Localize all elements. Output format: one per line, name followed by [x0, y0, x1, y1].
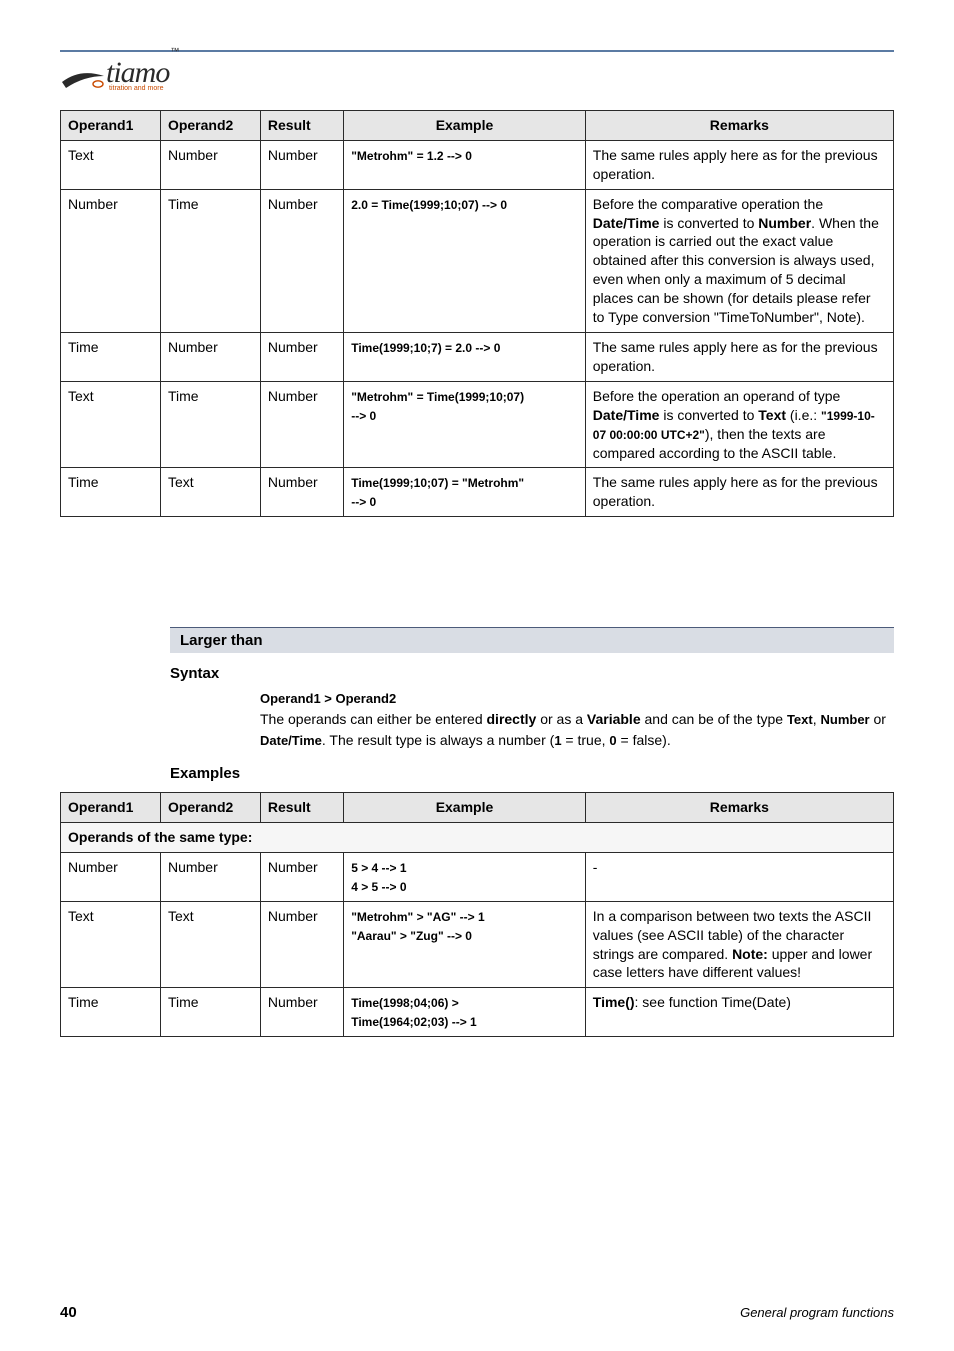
section-heading-larger-than: Larger than	[170, 627, 894, 653]
table-row: Text Number Number "Metrohm" = 1.2 --> 0…	[61, 140, 894, 189]
th-rem: Remarks	[585, 793, 893, 823]
th-op2: Operand2	[160, 793, 260, 823]
table-row: Text Text Number "Metrohm" > "AG" --> 1"…	[61, 901, 894, 988]
cell-op1: Text	[61, 381, 161, 468]
syntax-body: Operand1 > Operand2 The operands can eit…	[260, 690, 894, 751]
cell-res: Number	[260, 852, 343, 901]
th-ex: Example	[344, 793, 586, 823]
cell-ex: "Metrohm" = Time(1999;10;07)--> 0	[344, 381, 586, 468]
cell-rem: Time(): see function Time(Date)	[585, 988, 893, 1037]
cell-rem: The same rules apply here as for the pre…	[585, 332, 893, 381]
page-footer: 40 General program functions	[60, 1304, 894, 1321]
examples-heading: Examples	[170, 765, 894, 782]
syntax-description: The operands can either be entered direc…	[260, 709, 894, 751]
table-row: Number Time Number 2.0 = Time(1999;10;07…	[61, 189, 894, 332]
page-number: 40	[60, 1304, 77, 1321]
cell-res: Number	[260, 140, 343, 189]
cell-rem: Before the comparative operation the Dat…	[585, 189, 893, 332]
table-row: Time Number Number Time(1999;10;7) = 2.0…	[61, 332, 894, 381]
operand-table-2: Operand1 Operand2 Result Example Remarks…	[60, 792, 894, 1037]
cell-op2: Time	[160, 189, 260, 332]
th-res: Result	[260, 793, 343, 823]
table-row: Time Text Number Time(1999;10;07) = "Met…	[61, 468, 894, 517]
table-section-row: Operands of the same type:	[61, 822, 894, 852]
cell-res: Number	[260, 988, 343, 1037]
cell-op2: Time	[160, 381, 260, 468]
cell-res: Number	[260, 901, 343, 988]
table-row: Time Time Number Time(1998;04;06) >Time(…	[61, 988, 894, 1037]
cell-ex: Time(1999;10;7) = 2.0 --> 0	[344, 332, 586, 381]
th-ex: Example	[344, 111, 586, 141]
table-row: Number Number Number 5 > 4 --> 14 > 5 --…	[61, 852, 894, 901]
syntax-heading: Syntax	[170, 665, 894, 682]
th-op2: Operand2	[160, 111, 260, 141]
cell-res: Number	[260, 332, 343, 381]
section-label: Operands of the same type:	[61, 822, 894, 852]
cell-ex: Time(1998;04;06) >Time(1964;02;03) --> 1	[344, 988, 586, 1037]
logo-tm: ™	[170, 46, 179, 56]
cell-res: Number	[260, 468, 343, 517]
cell-res: Number	[260, 189, 343, 332]
cell-ex: "Metrohm" > "AG" --> 1"Aarau" > "Zug" --…	[344, 901, 586, 988]
footer-category: General program functions	[740, 1305, 894, 1320]
cell-op2: Number	[160, 140, 260, 189]
cell-ex: 2.0 = Time(1999;10;07) --> 0	[344, 189, 586, 332]
logo: tiamo™ titration and more	[60, 58, 894, 92]
cell-op1: Time	[61, 332, 161, 381]
th-op1: Operand1	[61, 111, 161, 141]
syntax-expression: Operand1 > Operand2	[260, 690, 894, 709]
cell-op1: Time	[61, 468, 161, 517]
cell-rem: The same rules apply here as for the pre…	[585, 140, 893, 189]
cell-rem: -	[585, 852, 893, 901]
cell-ex: "Metrohm" = 1.2 --> 0	[344, 140, 586, 189]
th-res: Result	[260, 111, 343, 141]
cell-op1: Text	[61, 901, 161, 988]
cell-op1: Number	[61, 852, 161, 901]
th-op1: Operand1	[61, 793, 161, 823]
cell-ex: 5 > 4 --> 14 > 5 --> 0	[344, 852, 586, 901]
th-rem: Remarks	[585, 111, 893, 141]
cell-op2: Number	[160, 332, 260, 381]
cell-op2: Time	[160, 988, 260, 1037]
table-row: Text Time Number "Metrohm" = Time(1999;1…	[61, 381, 894, 468]
cell-rem: In a comparison between two texts the AS…	[585, 901, 893, 988]
cell-op2: Text	[160, 901, 260, 988]
cell-rem: The same rules apply here as for the pre…	[585, 468, 893, 517]
logo-swoosh-icon	[60, 62, 106, 92]
cell-op1: Time	[61, 988, 161, 1037]
cell-op1: Text	[61, 140, 161, 189]
cell-op2: Text	[160, 468, 260, 517]
cell-op1: Number	[61, 189, 161, 332]
cell-rem: Before the operation an operand of type …	[585, 381, 893, 468]
operand-table-1: Operand1 Operand2 Result Example Remarks…	[60, 110, 894, 517]
cell-ex: Time(1999;10;07) = "Metrohm"--> 0	[344, 468, 586, 517]
cell-op2: Number	[160, 852, 260, 901]
cell-res: Number	[260, 381, 343, 468]
